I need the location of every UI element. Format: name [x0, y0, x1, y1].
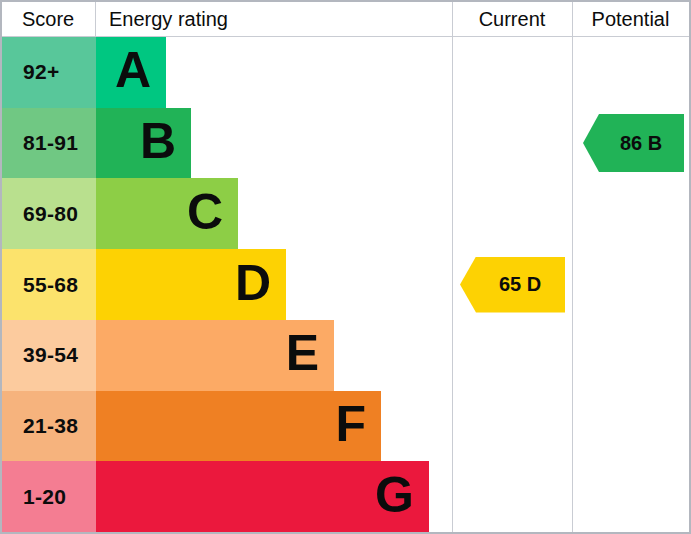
band-letter-f: F — [335, 399, 366, 449]
chart-header: Score Energy rating Current Potential — [2, 2, 689, 37]
header-potential: Potential — [572, 2, 689, 36]
band-letter-d: D — [235, 258, 271, 308]
band-score-e: 39-54 — [2, 320, 96, 391]
header-score: Score — [2, 2, 96, 36]
potential-rating-label: 86 B — [620, 132, 662, 155]
band-bar-d: D — [96, 249, 286, 320]
band-row-e: 39-54 E — [2, 320, 689, 391]
band-score-f: 21-38 — [2, 391, 96, 462]
band-row-d: 55-68 D 65 D — [2, 249, 689, 320]
band-letter-b: B — [140, 116, 176, 166]
band-row-c: 69-80 C — [2, 178, 689, 249]
band-bar-a: A — [96, 37, 166, 108]
band-score-c: 69-80 — [2, 178, 96, 249]
band-bar-b: B — [96, 108, 191, 179]
band-score-g: 1-20 — [2, 461, 96, 532]
band-bar-e: E — [96, 320, 334, 391]
band-letter-e: E — [286, 328, 319, 378]
band-row-b: 81-91 B 86 B — [2, 108, 689, 179]
band-letter-g: G — [375, 470, 414, 520]
band-score-d: 55-68 — [2, 249, 96, 320]
current-rating-arrow: 65 D — [460, 257, 565, 313]
potential-rating-arrow: 86 B — [583, 114, 684, 172]
band-row-f: 21-38 F — [2, 391, 689, 462]
band-bar-c: C — [96, 178, 238, 249]
band-bar-f: F — [96, 391, 381, 462]
band-letter-a: A — [115, 45, 151, 95]
band-letter-c: C — [187, 187, 223, 237]
band-row-g: 1-20 G — [2, 461, 689, 532]
header-current: Current — [452, 2, 572, 36]
band-score-a: 92+ — [2, 37, 96, 108]
current-rating-label: 65 D — [499, 273, 541, 296]
epc-rating-chart: Score Energy rating Current Potential 92… — [0, 0, 691, 534]
band-rows: 92+ A 81-91 B 86 B 69-80 C 55-68 D — [2, 37, 689, 532]
band-bar-g: G — [96, 461, 429, 532]
band-score-b: 81-91 — [2, 108, 96, 179]
header-energy-rating: Energy rating — [96, 2, 452, 36]
band-row-a: 92+ A — [2, 37, 689, 108]
